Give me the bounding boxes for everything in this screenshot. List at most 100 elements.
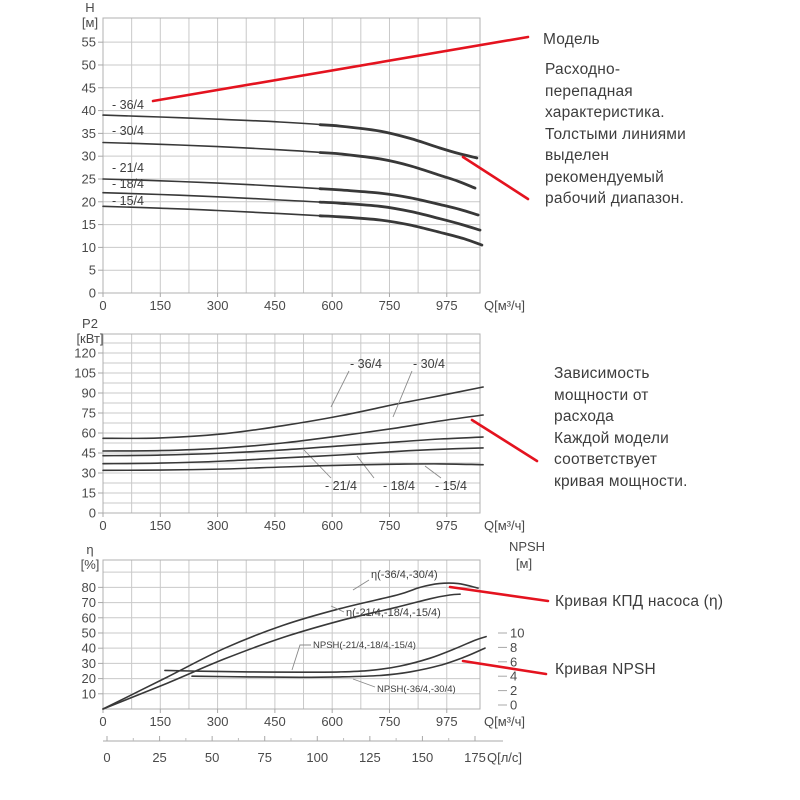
x-tick-label: 300 [207, 714, 229, 729]
y-tick-label: 10 [82, 240, 96, 255]
y-tick-label: 55 [82, 35, 96, 50]
x-tick-label: 150 [149, 298, 171, 313]
y-tick-label: 35 [82, 126, 96, 141]
npsh-axis-unit: [м] [516, 556, 532, 571]
y-tick-label: 50 [82, 57, 96, 72]
x-tick-label: 600 [321, 714, 343, 729]
series-label-leader [392, 370, 413, 418]
curve-recommended-range--15/4 [318, 214, 484, 247]
curve--30/4 [102, 414, 484, 452]
series-label-leader [356, 455, 375, 479]
npsh-axis-title: NPSH [509, 539, 545, 554]
x-tick-label: 0 [99, 298, 106, 313]
y-tick-label: 90 [82, 386, 96, 401]
series-label: NPSH(-36/4,-30/4) [377, 684, 456, 695]
x-axis-title: Q[м³/ч] [484, 518, 525, 533]
series-label: - 30/4 [413, 357, 445, 371]
curve-recommended-range--36/4 [318, 123, 479, 160]
y-tick-label: 70 [82, 595, 96, 610]
y-axis-unit: [кВт] [76, 331, 103, 346]
x-axis-title: Q[м³/ч] [484, 714, 525, 729]
plot-frame [102, 333, 481, 514]
y-tick-label: 105 [74, 366, 96, 381]
x-tick-label: 750 [379, 298, 401, 313]
y-tick-label: 20 [82, 671, 96, 686]
x-tick-label: 0 [99, 714, 106, 729]
lps-tick-label: 0 [103, 750, 110, 765]
npsh-tick-label: 10 [510, 626, 524, 641]
x-tick-label: 975 [436, 298, 458, 313]
curve--21/4 [102, 178, 479, 216]
lps-axis-title: Q[л/с] [487, 750, 522, 765]
y-axis-unit: [м] [82, 15, 98, 30]
series-label-leader [424, 465, 442, 479]
annotation-pointer-lines [151, 35, 550, 676]
x-tick-label: 450 [264, 518, 286, 533]
lps-tick-label: 75 [257, 750, 271, 765]
plot-frame [102, 559, 481, 710]
x-tick-label: 600 [321, 518, 343, 533]
curve--36/4 [102, 114, 478, 159]
curve--36/4 [102, 386, 484, 440]
npsh-tick-label: 2 [510, 683, 517, 698]
series-label-leader [330, 370, 350, 408]
y-tick-label: 15 [82, 486, 96, 501]
x-tick-label: 150 [149, 518, 171, 533]
x-tick-label: 600 [321, 298, 343, 313]
y-axis-title: H [85, 0, 94, 15]
series-label: - 21/4 [325, 479, 357, 493]
y-tick-label: 60 [82, 610, 96, 625]
curve--15/4 [102, 463, 484, 472]
curve-NPSH(-36/4,-30/4) [191, 647, 486, 679]
series-label: - 36/4 [112, 98, 144, 112]
y-tick-label: 60 [82, 426, 96, 441]
x-tick-label: 750 [379, 714, 401, 729]
series-label-leader [303, 449, 332, 479]
curve-η(-36/4,-30/4) [102, 582, 479, 710]
lps-tick-label: 100 [306, 750, 328, 765]
annotation-pointer-line [151, 35, 530, 103]
annotation-pointer-line [461, 659, 548, 676]
series-label: - 18/4 [112, 177, 144, 191]
series-label-leader [352, 678, 376, 688]
y-tick-label: 45 [82, 446, 96, 461]
x-tick-label: 975 [436, 518, 458, 533]
flow-head-annotation: Расходно- перепадная характеристика. Тол… [545, 61, 687, 207]
lps-tick-label: 125 [359, 750, 381, 765]
y-tick-label: 40 [82, 103, 96, 118]
series-label: - 36/4 [350, 357, 382, 371]
y-axis-title: η [86, 542, 93, 557]
annotation-pointer-line [470, 418, 539, 463]
x-tick-label: 300 [207, 518, 229, 533]
curve-recommended-range--18/4 [318, 200, 482, 232]
x-tick-label: 450 [264, 714, 286, 729]
y-tick-label: 0 [89, 286, 96, 301]
lps-tick-label: 25 [152, 750, 166, 765]
curve-recommended-range--21/4 [318, 187, 480, 217]
npsh-tick-label: 8 [510, 640, 517, 655]
x-tick-label: 975 [436, 714, 458, 729]
series-label: NPSH(-21/4,-18/4,-15/4) [313, 640, 416, 651]
efficiency-curve-annotation: Кривая КПД насоса (η) [555, 593, 724, 610]
curve-recommended-range--30/4 [318, 151, 477, 190]
curve--21/4 [102, 436, 484, 457]
y-tick-label: 25 [82, 171, 96, 186]
x-tick-label: 750 [379, 518, 401, 533]
power-annotation: Зависимость мощности от расхода Каждой м… [554, 365, 688, 490]
x-tick-label: 0 [99, 518, 106, 533]
series-label: - 15/4 [112, 194, 144, 208]
lps-tick-label: 50 [205, 750, 219, 765]
y-tick-label: 30 [82, 466, 96, 481]
lps-tick-label: 150 [412, 750, 434, 765]
y-tick-label: 20 [82, 194, 96, 209]
x-tick-label: 150 [149, 714, 171, 729]
y-tick-label: 80 [82, 580, 96, 595]
y-tick-label: 30 [82, 149, 96, 164]
